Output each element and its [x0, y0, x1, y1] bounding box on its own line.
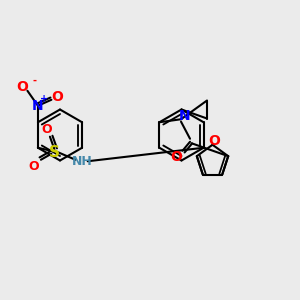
Text: NH: NH [72, 155, 93, 168]
Text: O: O [41, 123, 52, 136]
Text: O: O [52, 90, 63, 104]
Text: S: S [49, 145, 60, 160]
Text: O: O [28, 160, 39, 173]
Text: O: O [171, 150, 182, 164]
Text: O: O [208, 134, 220, 148]
Text: N: N [32, 99, 44, 113]
Text: +: + [40, 94, 49, 104]
Text: -: - [32, 75, 36, 85]
Text: N: N [179, 109, 190, 123]
Text: O: O [16, 80, 28, 94]
